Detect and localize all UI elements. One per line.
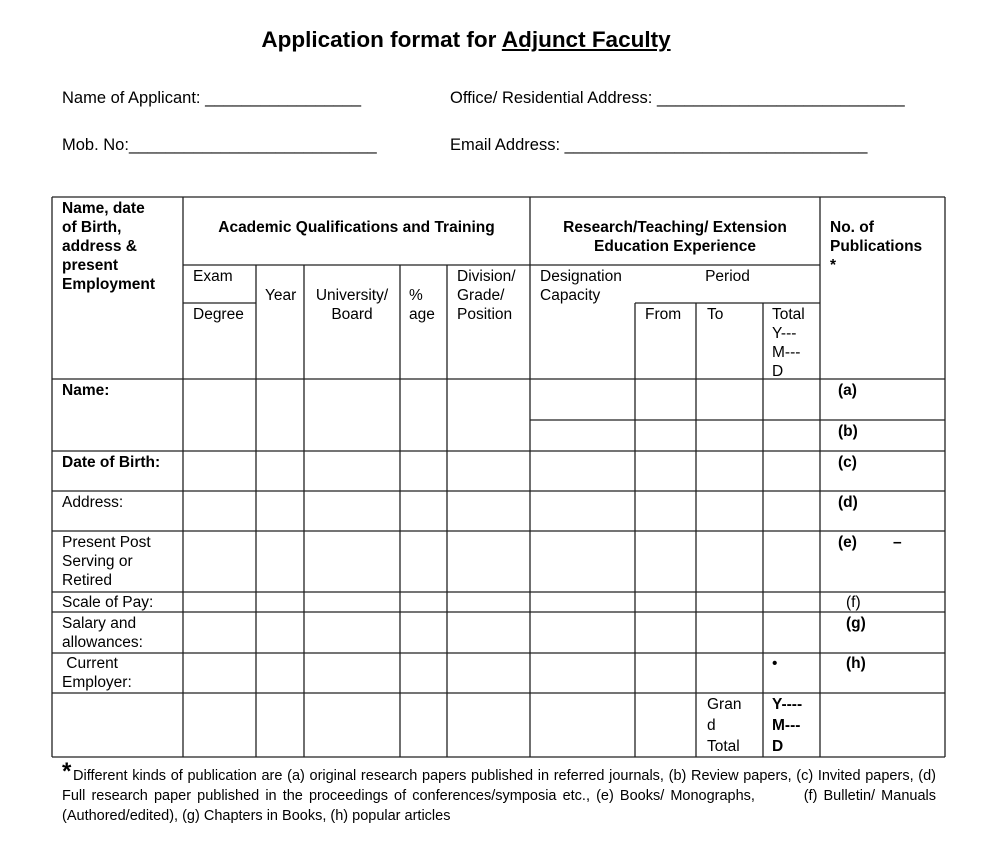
row-label-address: Address: <box>62 494 124 511</box>
name-of-applicant-field[interactable]: Name of Applicant: _________________ <box>62 89 362 107</box>
subheader-year: Year <box>265 287 297 304</box>
row-label-present-post: Present Post Serving or Retired <box>62 534 151 589</box>
bullet-mark: • <box>772 655 778 672</box>
subheader-designation: Designation Capacity <box>540 268 622 304</box>
row-label-current-employer: Current Employer: <box>62 655 132 691</box>
row-label-dob: Date of Birth: <box>62 454 161 471</box>
title-text: Application format for <box>261 27 502 52</box>
footnote-star: * <box>62 758 72 785</box>
pub-b: (b) <box>838 423 858 440</box>
subheader-from: From <box>645 306 682 323</box>
grand-total-label: Gran d Total <box>707 696 742 755</box>
pub-g: (g) <box>846 615 866 632</box>
row-label-scale-of-pay: Scale of Pay: <box>62 594 154 611</box>
row-label-salary: Salary and allowances: <box>62 615 143 651</box>
footnote-text: Different kinds of publication are (a) o… <box>62 768 941 824</box>
col-header-publications: No. of Publications * <box>830 219 923 274</box>
pub-e: (e) <box>838 534 857 551</box>
subheader-degree: Degree <box>193 306 244 323</box>
subheader-percent: % age <box>409 287 435 323</box>
grand-total-ymd: Y---- M--- D <box>772 696 803 755</box>
address-field[interactable]: Office/ Residential Address: ___________… <box>450 89 905 107</box>
pub-h: (h) <box>846 655 866 672</box>
subheader-university: University/ Board <box>315 287 389 323</box>
col-header-academic: Academic Qualifications and Training <box>218 219 495 236</box>
col-header-personal: Name, date of Birth, address & present E… <box>62 200 156 293</box>
email-field[interactable]: Email Address: _________________________… <box>450 136 868 154</box>
pub-d: (d) <box>838 494 858 511</box>
title-underlined: Adjunct Faculty <box>501 27 671 52</box>
mobile-field[interactable]: Mob. No:___________________________ <box>62 136 377 154</box>
subheader-total: Total Y--- M--- D <box>772 306 805 380</box>
subheader-period: Period <box>705 268 750 285</box>
page-title: Application format for Adjunct Faculty <box>0 27 932 53</box>
pub-c: (c) <box>838 454 857 471</box>
pub-a: (a) <box>838 382 857 399</box>
row-label-name: Name: <box>62 382 110 399</box>
subheader-division: Division/ Grade/ Position <box>457 268 516 323</box>
pub-e-dash: – <box>893 534 902 551</box>
subheader-exam: Exam <box>193 268 233 285</box>
subheader-to: To <box>707 306 724 323</box>
col-header-research: Research/Teaching/ Extension Education E… <box>563 219 787 255</box>
pub-f: (f) <box>846 594 861 611</box>
